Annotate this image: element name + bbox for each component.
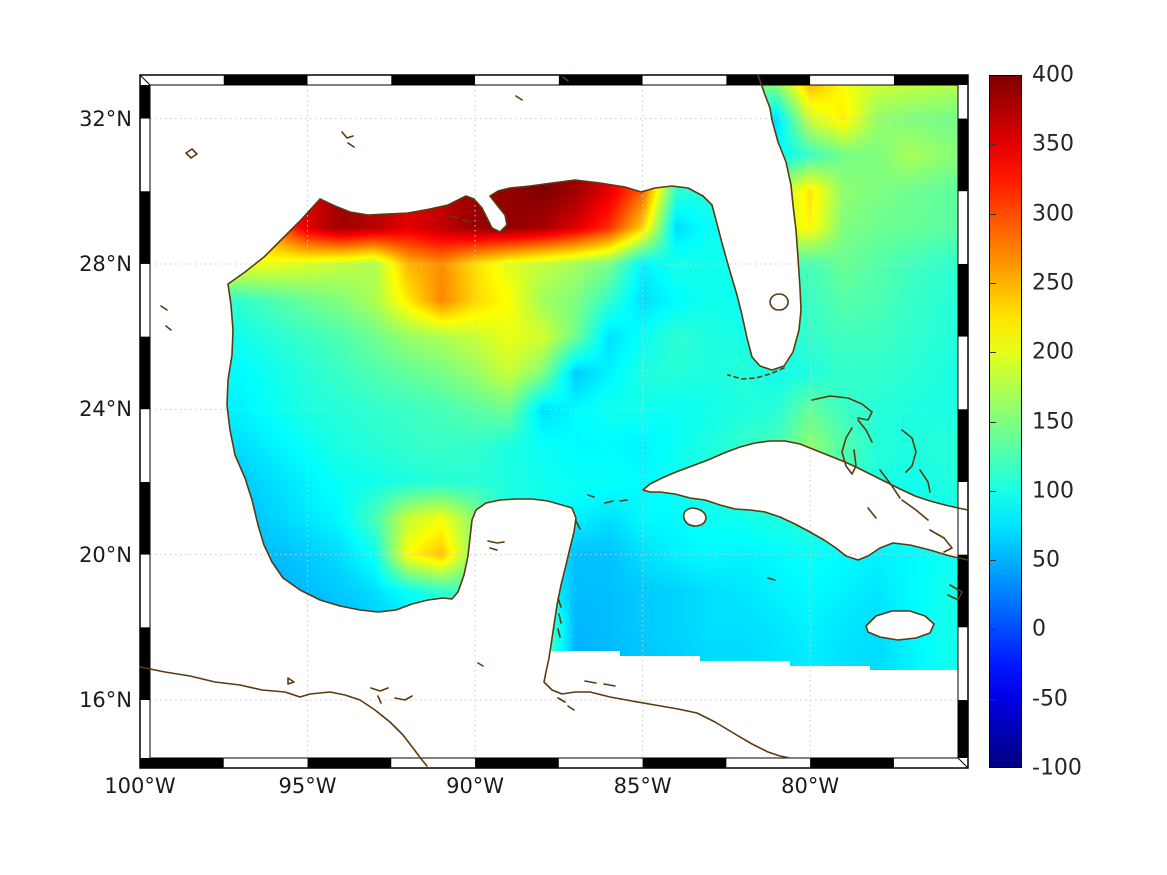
zebra-right-segment bbox=[958, 409, 968, 483]
isla-juventud bbox=[683, 508, 706, 526]
zebra-bottom-segment bbox=[307, 758, 392, 768]
cuba-island bbox=[643, 441, 968, 560]
jamaica-island bbox=[866, 611, 934, 640]
colorbar-tick-label: 200 bbox=[1032, 339, 1074, 365]
lon-tick-label: 90°W bbox=[446, 774, 505, 798]
frame-corner-miter bbox=[139, 74, 151, 86]
zebra-left-segment bbox=[140, 554, 150, 628]
frame-inner bbox=[149, 84, 959, 759]
frame-outer bbox=[139, 74, 969, 769]
zebra-left-segment bbox=[140, 263, 150, 337]
zebra-bottom-segment bbox=[140, 758, 224, 768]
lon-tick-label: 95°W bbox=[278, 774, 337, 798]
coastline-group bbox=[139, 74, 969, 767]
zebra-top-segment bbox=[558, 75, 643, 85]
lat-tick-label: 32°N bbox=[79, 106, 132, 131]
colorbar-tick-label: 350 bbox=[1032, 131, 1074, 157]
zebra-left-segment bbox=[140, 409, 150, 483]
colorbar-tick-mark bbox=[989, 629, 996, 631]
lon-tick-label: 85°W bbox=[613, 774, 672, 798]
zebra-left-segment bbox=[140, 191, 150, 264]
colorbar-tick-label: 300 bbox=[1032, 201, 1074, 227]
zebra-bottom-segment bbox=[391, 758, 476, 768]
colorbar-tick-label: 0 bbox=[1032, 616, 1046, 642]
zebra-right-segment bbox=[958, 85, 968, 119]
zebra-frame-group bbox=[139, 74, 969, 769]
zebra-left-segment bbox=[140, 482, 150, 555]
bahamas-islands bbox=[811, 395, 963, 601]
zebra-left-segment bbox=[140, 627, 150, 701]
colorbar-tick-label: 400 bbox=[1032, 62, 1074, 88]
colorbar-tick-mark bbox=[989, 282, 996, 284]
zebra-right-segment bbox=[958, 336, 968, 410]
zebra-right-segment bbox=[958, 482, 968, 555]
lat-tick-label: 16°N bbox=[79, 688, 132, 713]
colorbar-tick-mark bbox=[989, 352, 996, 354]
colorbar-tick-label: -100 bbox=[1032, 755, 1082, 781]
zebra-top-segment bbox=[475, 75, 559, 85]
zebra-bottom-segment bbox=[893, 758, 968, 768]
zebra-right-segment bbox=[958, 191, 968, 264]
lat-tick-label: 20°N bbox=[79, 542, 132, 567]
florida-keys bbox=[727, 367, 785, 380]
colorbar-tick-mark bbox=[989, 698, 996, 700]
lat-tick-label: 28°N bbox=[79, 251, 132, 276]
mainland-landmass bbox=[140, 75, 801, 758]
zebra-top-segment bbox=[140, 75, 224, 85]
zebra-bottom-segment bbox=[475, 758, 559, 768]
frame-corner-miter bbox=[139, 757, 151, 769]
jamaica-coastline bbox=[865, 610, 935, 641]
no-data-region-south bbox=[545, 651, 968, 758]
zebra-bottom-segment bbox=[223, 758, 308, 768]
pacific-coastline bbox=[139, 666, 428, 767]
zebra-left-segment bbox=[140, 336, 150, 410]
zebra-top-segment bbox=[810, 75, 894, 85]
colorbar-tick-mark bbox=[989, 213, 996, 215]
cuba-coastline bbox=[642, 440, 969, 561]
colorbar-tick-mark bbox=[989, 490, 996, 492]
colorbar-tick-mark bbox=[989, 560, 996, 562]
colorbar-tick-label: 250 bbox=[1032, 270, 1074, 296]
zebra-top-segment bbox=[726, 75, 811, 85]
zebra-right-segment bbox=[958, 263, 968, 337]
lake-okeechobee bbox=[769, 293, 789, 311]
small-islands-and-lakes bbox=[160, 76, 776, 711]
frame-corner-miter bbox=[957, 757, 969, 769]
zebra-top-segment bbox=[223, 75, 308, 85]
lon-tick-label: 80°W bbox=[781, 774, 840, 798]
zebra-right-segment bbox=[958, 554, 968, 628]
colorbar-tick-mark bbox=[989, 144, 996, 146]
zebra-left-segment bbox=[140, 700, 150, 758]
isla-juventud-coastline bbox=[682, 507, 707, 527]
zebra-bottom-segment bbox=[726, 758, 811, 768]
zebra-left-segment bbox=[140, 85, 150, 119]
lat-tick-label: 24°N bbox=[79, 397, 132, 422]
colorbar-tick-label: 150 bbox=[1032, 409, 1074, 434]
zebra-bottom-segment bbox=[810, 758, 894, 768]
gulf-atlantic-coastline bbox=[226, 74, 802, 759]
colorbar-tick-label: -50 bbox=[1032, 686, 1068, 712]
zebra-left-segment bbox=[140, 118, 150, 192]
zebra-bottom-segment bbox=[642, 758, 727, 768]
lon-tick-label: 100°W bbox=[104, 774, 176, 798]
land-mask-group bbox=[140, 75, 968, 758]
graticule-group bbox=[150, 85, 958, 758]
colorbar-tick-mark bbox=[989, 421, 996, 423]
colorbar-tick-label: 100 bbox=[1032, 478, 1074, 504]
colorbar-tick-label: 50 bbox=[1032, 547, 1060, 573]
zebra-right-segment bbox=[958, 118, 968, 192]
zebra-bottom-segment bbox=[558, 758, 643, 768]
frame-corner-miter bbox=[957, 74, 969, 86]
zebra-top-segment bbox=[391, 75, 476, 85]
zebra-top-segment bbox=[893, 75, 968, 85]
zebra-right-segment bbox=[958, 700, 968, 758]
zebra-right-segment bbox=[958, 627, 968, 701]
zebra-top-segment bbox=[642, 75, 727, 85]
zebra-top-segment bbox=[307, 75, 392, 85]
